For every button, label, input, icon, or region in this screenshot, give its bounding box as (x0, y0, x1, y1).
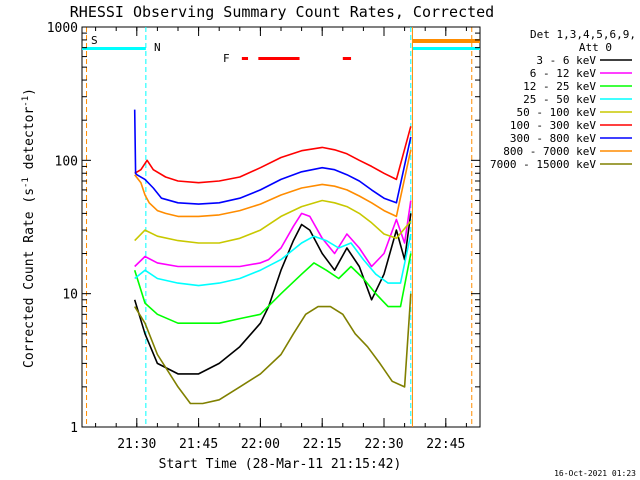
legend-entry-label: 50 - 100 keV (517, 106, 597, 119)
legend-entry-label: 25 - 50 keV (523, 93, 596, 106)
x-tick-label: 22:30 (364, 437, 403, 452)
x-tick-label: 22:45 (426, 437, 465, 452)
series-line-9 (134, 293, 412, 405)
axis-layer: 1 10 100 1000 21:30 21:45 22:00 22:15 22:30 22:45 (47, 21, 480, 452)
x-tick-label: 21:45 (179, 437, 218, 452)
y-axis-label-main: Corrected Count Rate (s (22, 188, 37, 368)
night-bar (82, 47, 146, 50)
legend-entry-label: 7000 - 15000 keV (490, 158, 596, 171)
series-line-2 (134, 200, 412, 268)
x-tick-label: 21:30 (117, 437, 156, 452)
series-line-5 (134, 199, 412, 244)
y-axis-label: Corrected Count Rate (s-1 detector-1) (21, 88, 37, 368)
flare-bar (241, 57, 249, 60)
flare-flag-label: F (223, 52, 230, 65)
y-axis-label-mid: detector (22, 107, 37, 178)
plot-area (81, 26, 481, 428)
legend-entry-label: 12 - 25 keV (523, 80, 596, 93)
y-tick-label: 1 (70, 421, 78, 436)
chart-title: RHESSI Observing Summary Count Rates, Co… (70, 3, 494, 21)
series-layer (133, 109, 412, 405)
night-flag-label: N (154, 41, 161, 54)
saa-flag-label: S (91, 34, 98, 47)
legend-entry-label: 300 - 800 keV (510, 132, 596, 145)
night-bar (412, 47, 480, 50)
series-line-3 (133, 253, 412, 325)
x-axis-label: Start Time (28-Mar-11 21:15:42) (159, 457, 402, 472)
date-stamp: 16-Oct-2021 01:23 (554, 469, 636, 478)
legend-entry-label: 100 - 300 keV (510, 119, 596, 132)
y-axis-label-end: ) (22, 88, 37, 96)
series-line-7 (133, 109, 412, 205)
series-line-1 (133, 213, 412, 375)
legend-entry-label: 3 - 6 keV (536, 54, 596, 67)
y-tick-label: 1000 (47, 21, 78, 36)
y-tick-label: 10 (62, 288, 78, 303)
y-tick-label: 100 (55, 154, 78, 169)
series-line-4 (134, 233, 412, 287)
plot-frame (81, 26, 481, 428)
legend-entry-label: 6 - 12 keV (530, 67, 597, 80)
series-line-6 (134, 126, 412, 184)
legend-header-attenuator: Att 0 (579, 41, 612, 54)
series-line-8 (134, 149, 412, 218)
y-axis-label-sup1: -1 (21, 177, 31, 188)
flare-bar (342, 57, 352, 60)
x-tick-label: 22:15 (303, 437, 342, 452)
y-axis-label-sup2: -1 (21, 96, 31, 107)
legend-entry-label: 800 - 7000 keV (503, 145, 596, 158)
legend-header-detectors: Det 1,3,4,5,6,9, (530, 28, 636, 41)
saa-bar (412, 39, 480, 43)
flag-layer: S N F (82, 27, 480, 427)
x-tick-label: 22:00 (241, 437, 280, 452)
flare-bar (258, 57, 300, 60)
